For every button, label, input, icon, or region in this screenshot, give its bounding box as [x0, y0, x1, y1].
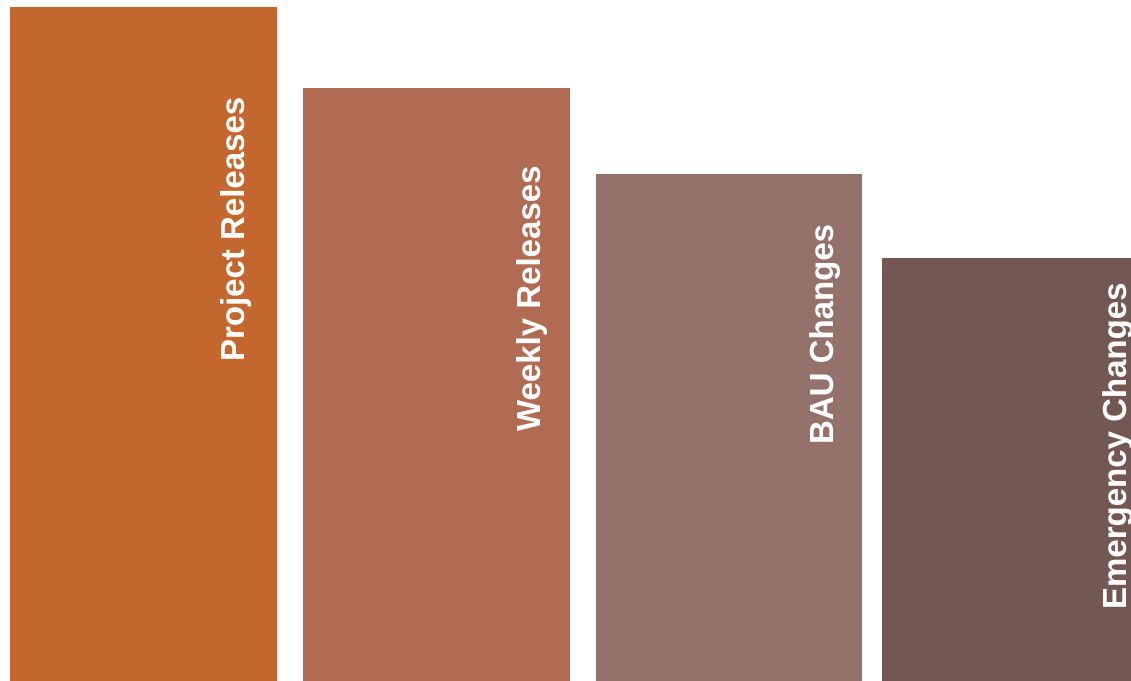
bau-changes-label: BAU Changes	[803, 223, 840, 444]
bau-changes-block	[596, 174, 862, 681]
weekly-releases-block	[303, 88, 570, 681]
emergency-changes-block	[882, 258, 1131, 681]
weekly-releases-label: Weekly Releases	[510, 165, 547, 431]
project-releases-block	[10, 7, 277, 681]
project-releases-label: Project Releases	[214, 96, 251, 361]
emergency-changes-label: Emergency Changes	[1096, 282, 1131, 609]
